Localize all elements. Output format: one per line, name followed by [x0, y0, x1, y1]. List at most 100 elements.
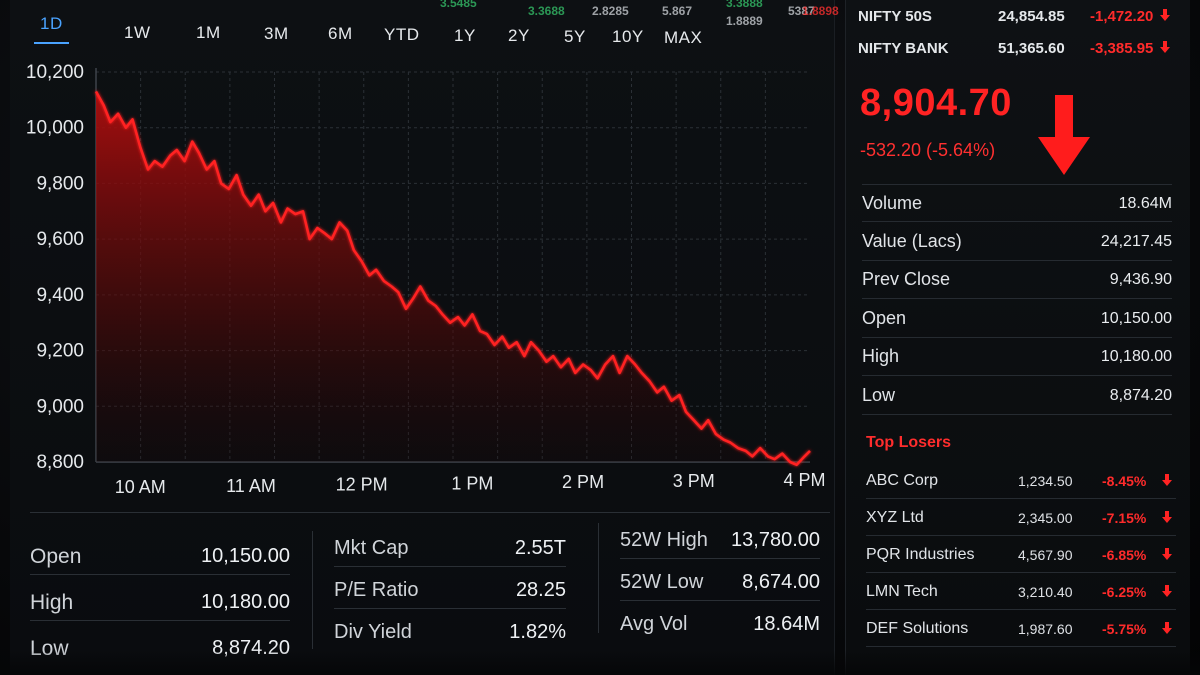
stat-value: 18.64M	[753, 613, 820, 635]
x-tick-label: 10 AM	[115, 477, 166, 497]
price-chart[interactable]: 10,200 10,000 9,800 9,600 9,400 9,200 9,000 8,8…	[10, 60, 835, 510]
stat-value: 2.55T	[514, 537, 566, 559]
tab-2y[interactable]: 2Y	[508, 26, 530, 46]
stat-row: 52W Low 8,674.00	[620, 561, 820, 601]
ticker-value: 3.3688	[528, 4, 565, 18]
tab-1d[interactable]: 1D	[34, 14, 69, 44]
stat-row: Avg Vol 18.64M	[620, 603, 820, 643]
chart-panel: 3.5485 3.3688 2.8285 5.867 3.3888 1.8889 5387 1…	[10, 0, 839, 675]
loser-price: 1,234.50	[1018, 473, 1073, 489]
quote-value: 24,217.45	[1100, 232, 1172, 250]
quote-row: Open 10,150.00	[862, 300, 1172, 338]
quote-row: Volume 18.64M	[862, 184, 1172, 222]
quote-value: 10,180.00	[1100, 348, 1172, 365]
stat-row: P/E Ratio 28.25	[334, 569, 566, 609]
stat-value: 13,780.00	[731, 529, 820, 551]
loser-row[interactable]: LMN Tech 3,210.40 -6.25%	[866, 573, 1176, 610]
loser-name: XYZ Ltd	[866, 509, 924, 526]
stat-label: Avg Vol	[620, 613, 688, 635]
stat-label: Mkt Cap	[334, 537, 409, 559]
index-name: NIFTY 50S	[858, 8, 932, 25]
price-change: -532.20 (-5.64%)	[860, 140, 996, 160]
loser-price: 2,345.00	[1018, 510, 1073, 526]
loser-row[interactable]: ABC Corp 1,234.50 -8.45%	[866, 462, 1176, 499]
quote-row: High 10,180.00	[862, 338, 1172, 376]
loser-change: -6.25%	[1102, 584, 1147, 600]
key-stats: Open 10,150.00 High 10,180.00 Low 8,874.20 Mkt…	[30, 512, 830, 672]
ticker-value: 1.8889	[726, 14, 763, 28]
tab-6m[interactable]: 6M	[328, 24, 353, 44]
stat-row: Div Yield 1.82%	[334, 611, 566, 651]
stat-label: 52W High	[620, 529, 708, 551]
index-change: -3,385.95	[1090, 40, 1154, 57]
quote-label: Volume	[862, 193, 923, 213]
stat-label: P/E Ratio	[334, 579, 419, 601]
index-change: -1,472.20	[1090, 8, 1154, 25]
price-area-fill	[96, 91, 810, 465]
tab-3m[interactable]: 3M	[264, 23, 289, 43]
tab-1m[interactable]: 1M	[196, 23, 221, 43]
ticker-value: 2.8285	[592, 4, 629, 18]
down-arrow-icon	[1038, 95, 1090, 175]
tab-10y[interactable]: 10Y	[612, 27, 644, 47]
quote-label: Open	[862, 307, 907, 328]
stat-label: Low	[30, 637, 69, 660]
quote-row: Value (Lacs) 24,217.45	[862, 223, 1172, 261]
stats-column: Mkt Cap 2.55T P/E Ratio 28.25 Div Yield 1.82%	[334, 513, 566, 673]
down-arrow-icon	[1162, 548, 1172, 560]
loser-row[interactable]: XYZ Ltd 2,345.00 -7.15%	[866, 499, 1176, 536]
quote-value: 8,874.20	[1109, 386, 1172, 404]
tab-ytd[interactable]: YTD	[384, 25, 420, 44]
ticker-value: 3.3888	[726, 0, 763, 10]
stat-row: Mkt Cap 2.55T	[334, 527, 566, 567]
loser-name: LMN Tech	[866, 583, 938, 600]
loser-change: -8.45%	[1102, 473, 1147, 489]
y-tick-label: 9,200	[36, 341, 84, 362]
stat-value: 1.82%	[509, 621, 566, 643]
index-value: 24,854.85	[998, 8, 1065, 25]
down-arrow-icon	[1162, 474, 1172, 486]
tab-1w[interactable]: 1W	[124, 22, 151, 42]
index-row[interactable]: NIFTY 50S 24,854.85 -1,472.20	[858, 4, 1178, 30]
loser-name: ABC Corp	[866, 472, 939, 489]
quote-value: 10,150.00	[1100, 309, 1172, 327]
x-tick-label: 1 PM	[451, 473, 493, 493]
down-arrow-icon	[1160, 41, 1170, 53]
quote-panel: NIFTY 50S 24,854.85 -1,472.20 NIFTY BANK 51,…	[845, 0, 1190, 675]
quote-value: 18.64M	[1118, 195, 1172, 212]
y-tick-label: 10,000	[26, 118, 84, 139]
loser-row[interactable]: DEF Solutions 1,987.60 -5.75%	[866, 610, 1176, 647]
loser-price: 4,567.90	[1018, 547, 1073, 563]
stat-row: Open 10,150.00	[30, 535, 290, 575]
tab-5y[interactable]: 5Y	[564, 26, 586, 46]
quote-value: 9,436.90	[1109, 271, 1172, 288]
x-tick-label: 2 PM	[562, 472, 604, 492]
loser-name: PQR Industries	[866, 546, 975, 563]
loser-row[interactable]: PQR Industries 4,567.90 -6.85%	[866, 536, 1176, 573]
tab-max[interactable]: MAX	[664, 28, 703, 47]
stat-value: 10,180.00	[201, 591, 290, 613]
range-tabs: 1D 1W 1M 3M 6M YTD 1Y 2Y 5Y 10Y MAX	[32, 14, 812, 50]
x-tick-label: 12 PM	[336, 475, 388, 495]
stat-value: 8,874.20	[212, 637, 290, 659]
y-tick-label: 9,600	[36, 229, 84, 250]
loser-change: -7.15%	[1102, 510, 1147, 526]
down-arrow-icon	[1162, 585, 1172, 597]
stat-label: High	[30, 591, 74, 614]
top-losers-title: Top Losers	[866, 434, 952, 451]
y-tick-label: 9,000	[36, 396, 84, 417]
x-tick-label: 4 PM	[783, 470, 825, 490]
y-tick-label: 9,800	[36, 173, 84, 194]
index-row[interactable]: NIFTY BANK 51,365.60 -3,385.95	[858, 36, 1178, 62]
loser-change: -5.75%	[1102, 621, 1147, 637]
quote-row: Low 8,874.20	[862, 377, 1172, 415]
ticker-value: 5387	[788, 4, 815, 18]
loser-price: 1,987.60	[1018, 621, 1073, 637]
tab-1y[interactable]: 1Y	[454, 25, 476, 45]
stat-row: Low 8,874.20	[30, 627, 290, 667]
stat-value: 8,674.00	[742, 571, 820, 593]
stat-value: 28.25	[515, 579, 566, 601]
down-arrow-icon	[1160, 9, 1170, 21]
ticker-value: 3.5485	[440, 0, 477, 10]
y-tick-label: 9,400	[36, 285, 84, 306]
